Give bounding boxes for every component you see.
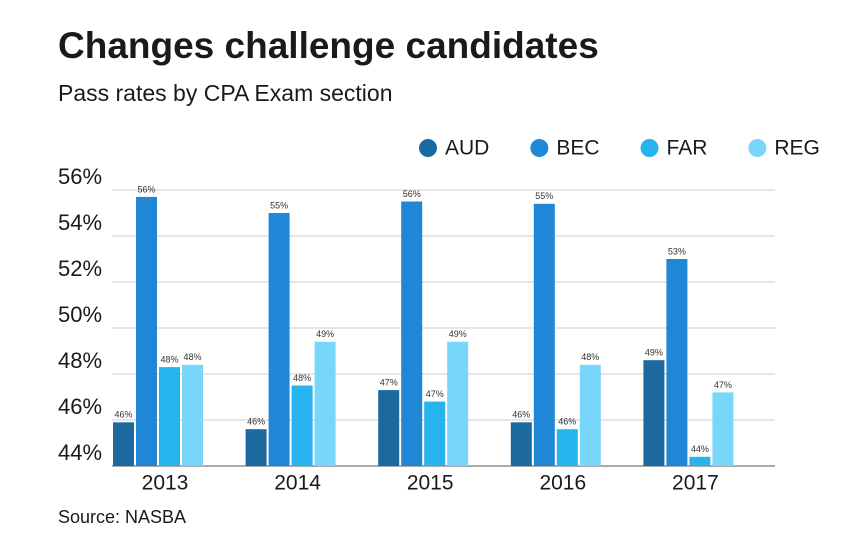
bar (182, 364, 203, 466)
y-tick-label: 48% (58, 348, 102, 373)
value-label: 53% (668, 246, 686, 256)
legend-swatch (530, 139, 549, 157)
bar (666, 259, 688, 466)
value-label: 44% (691, 444, 709, 454)
value-label: 49% (316, 329, 334, 339)
legend-swatch (419, 139, 437, 157)
bar (291, 385, 313, 466)
y-tick-label: 44% (58, 440, 102, 465)
value-label: 46% (247, 417, 265, 427)
bar (245, 429, 267, 466)
legend-label: FAR (667, 137, 708, 160)
source: Source: NASBA (58, 507, 186, 527)
value-label: 48% (183, 352, 201, 362)
y-tick-label: 56% (58, 164, 102, 189)
value-label: 55% (270, 200, 288, 210)
legend-label: AUD (445, 137, 489, 160)
chart-subtitle: Pass rates by CPA Exam section (58, 80, 393, 106)
bar (712, 392, 734, 466)
value-label: 47% (714, 380, 732, 390)
x-tick-label: 2015 (407, 472, 454, 495)
y-tick-label: 46% (58, 394, 102, 419)
x-tick-label: 2013 (142, 472, 189, 495)
value-label: 47% (380, 377, 398, 387)
value-label: 49% (449, 329, 467, 339)
x-tick-label: 2016 (539, 472, 586, 495)
bar (510, 422, 532, 466)
bar (533, 203, 555, 467)
y-tick-label: 52% (58, 256, 102, 281)
x-tick-label: 2014 (274, 472, 321, 495)
bar (401, 201, 423, 466)
bar (314, 341, 336, 466)
chart-title: Changes challenge candidates (58, 25, 599, 66)
y-tick-label: 54% (58, 210, 102, 235)
bar (113, 422, 134, 466)
value-label: 47% (426, 389, 444, 399)
value-label: 55% (535, 191, 553, 201)
value-label: 56% (137, 184, 155, 194)
bar (689, 456, 711, 466)
value-label: 46% (114, 410, 132, 420)
value-label: 49% (645, 348, 663, 358)
legend-label: BEC (556, 137, 599, 160)
value-label: 48% (293, 373, 311, 383)
value-label: 48% (160, 354, 178, 364)
legend-swatch (748, 139, 767, 157)
bar (556, 429, 578, 466)
bar (136, 196, 157, 466)
bar (268, 213, 290, 466)
bar (424, 401, 446, 466)
bar (159, 367, 180, 466)
bar (447, 341, 469, 466)
value-label: 56% (403, 189, 421, 199)
value-label: 46% (558, 417, 576, 427)
legend-swatch (640, 139, 659, 157)
y-tick-label: 50% (58, 302, 102, 327)
bar (378, 390, 400, 466)
value-label: 46% (512, 410, 530, 420)
bar (579, 364, 601, 466)
legend-label: REG (774, 137, 820, 160)
bar (643, 360, 665, 466)
value-label: 48% (581, 352, 599, 362)
x-tick-label: 2017 (672, 472, 719, 495)
